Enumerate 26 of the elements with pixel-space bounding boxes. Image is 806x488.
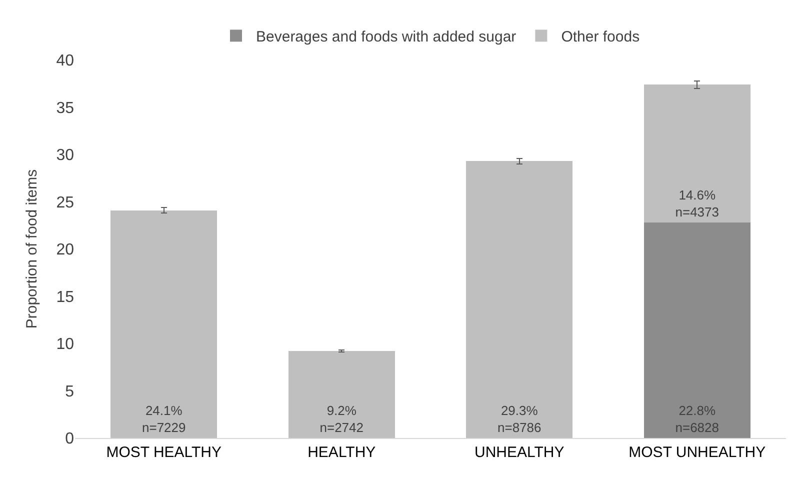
bar: [110, 210, 218, 438]
x-tick-label: UNHEALTHY: [474, 444, 564, 461]
x-tick-label: MOST HEALTHY: [106, 444, 222, 461]
x-tick-label: HEALTHY: [308, 444, 376, 461]
data-label: 14.6% n=4373: [675, 188, 719, 220]
y-tick-label: 10: [56, 336, 74, 354]
bar: [466, 161, 573, 438]
bar: [644, 222, 750, 438]
y-tick-label: 40: [56, 52, 74, 70]
y-tick-label: 20: [56, 242, 74, 259]
x-tick-label: MOST UNHEALTHY: [628, 444, 766, 461]
data-label: 9.2% n=2742: [320, 403, 364, 435]
legend-label: Other foods: [561, 28, 640, 46]
legend-label: Beverages and foods with added sugar: [256, 28, 516, 46]
data-label: 29.3% n=8786: [498, 403, 542, 435]
y-tick-label: 25: [56, 194, 74, 212]
data-label: 22.8% n=6828: [675, 403, 719, 435]
y-tick-label: 5: [65, 383, 74, 400]
y-tick-label: 30: [56, 147, 74, 164]
y-tick-label: 0: [65, 430, 74, 448]
data-label: 24.1% n=7229: [142, 403, 186, 435]
y-axis-title: Proportion of food items: [23, 169, 40, 329]
y-tick-label: 35: [56, 100, 74, 117]
y-tick-label: 15: [56, 288, 74, 306]
bar: [644, 84, 750, 223]
bar: [288, 351, 395, 438]
